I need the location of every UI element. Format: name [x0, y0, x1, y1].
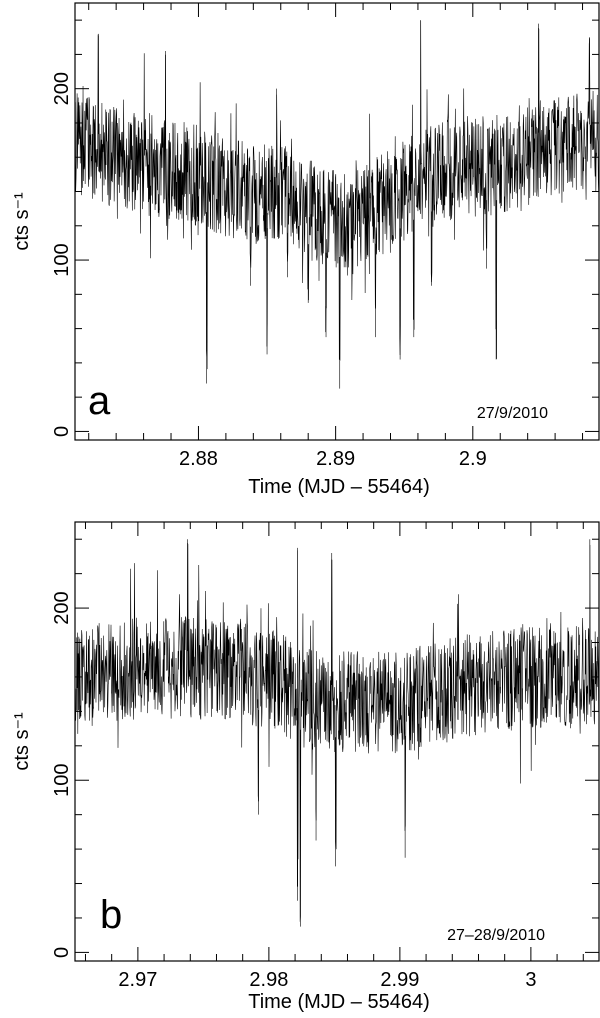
plot-frame-b: [74, 521, 600, 962]
panel-label-a: a: [88, 379, 111, 423]
x-tick-label-a: 2.9: [459, 448, 487, 470]
y-axis-title-a: cts s⁻¹: [11, 192, 33, 251]
x-axis-title-a: Time (MJD – 55464): [248, 476, 430, 498]
panel-label-b: b: [100, 893, 122, 937]
light-curve-series-b: [74, 543, 600, 922]
x-tick-label-b: 2.98: [249, 969, 288, 991]
y-tick-label-b: 200: [51, 591, 73, 624]
x-tick-label-b: 2.99: [380, 969, 419, 991]
y-axis-title-b: cts s⁻¹: [11, 712, 33, 771]
y-tick-label-a: 100: [51, 243, 73, 276]
y-tick-label-b: 100: [51, 764, 73, 797]
x-tick-label-a: 2.89: [316, 448, 355, 470]
light-curve-panel-b: 2.97 2.98 2.99 3 0 100 200 Time (MJD – 55464) ct…: [11, 521, 600, 1013]
y-tick-label-a: 200: [51, 72, 73, 105]
y-tick-label-b: 0: [51, 947, 73, 958]
date-label-a: 27/9/2010: [477, 405, 548, 422]
date-label-b: 27–28/9/2010: [447, 927, 545, 944]
x-tick-label-a: 2.88: [179, 448, 218, 470]
x-axis-title-b: Time (MJD – 55464): [248, 991, 430, 1013]
y-tick-label-a: 0: [51, 426, 73, 437]
light-curve-series-a: [74, 20, 600, 370]
x-tick-label-b: 2.97: [118, 969, 157, 991]
plot-frame-a: [74, 2, 600, 441]
light-curve-panel-a: 2.88 2.89 2.9 0 100 200 Time (MJD – 55464) cts …: [11, 2, 600, 498]
x-tick-label-b: 3: [525, 969, 536, 991]
